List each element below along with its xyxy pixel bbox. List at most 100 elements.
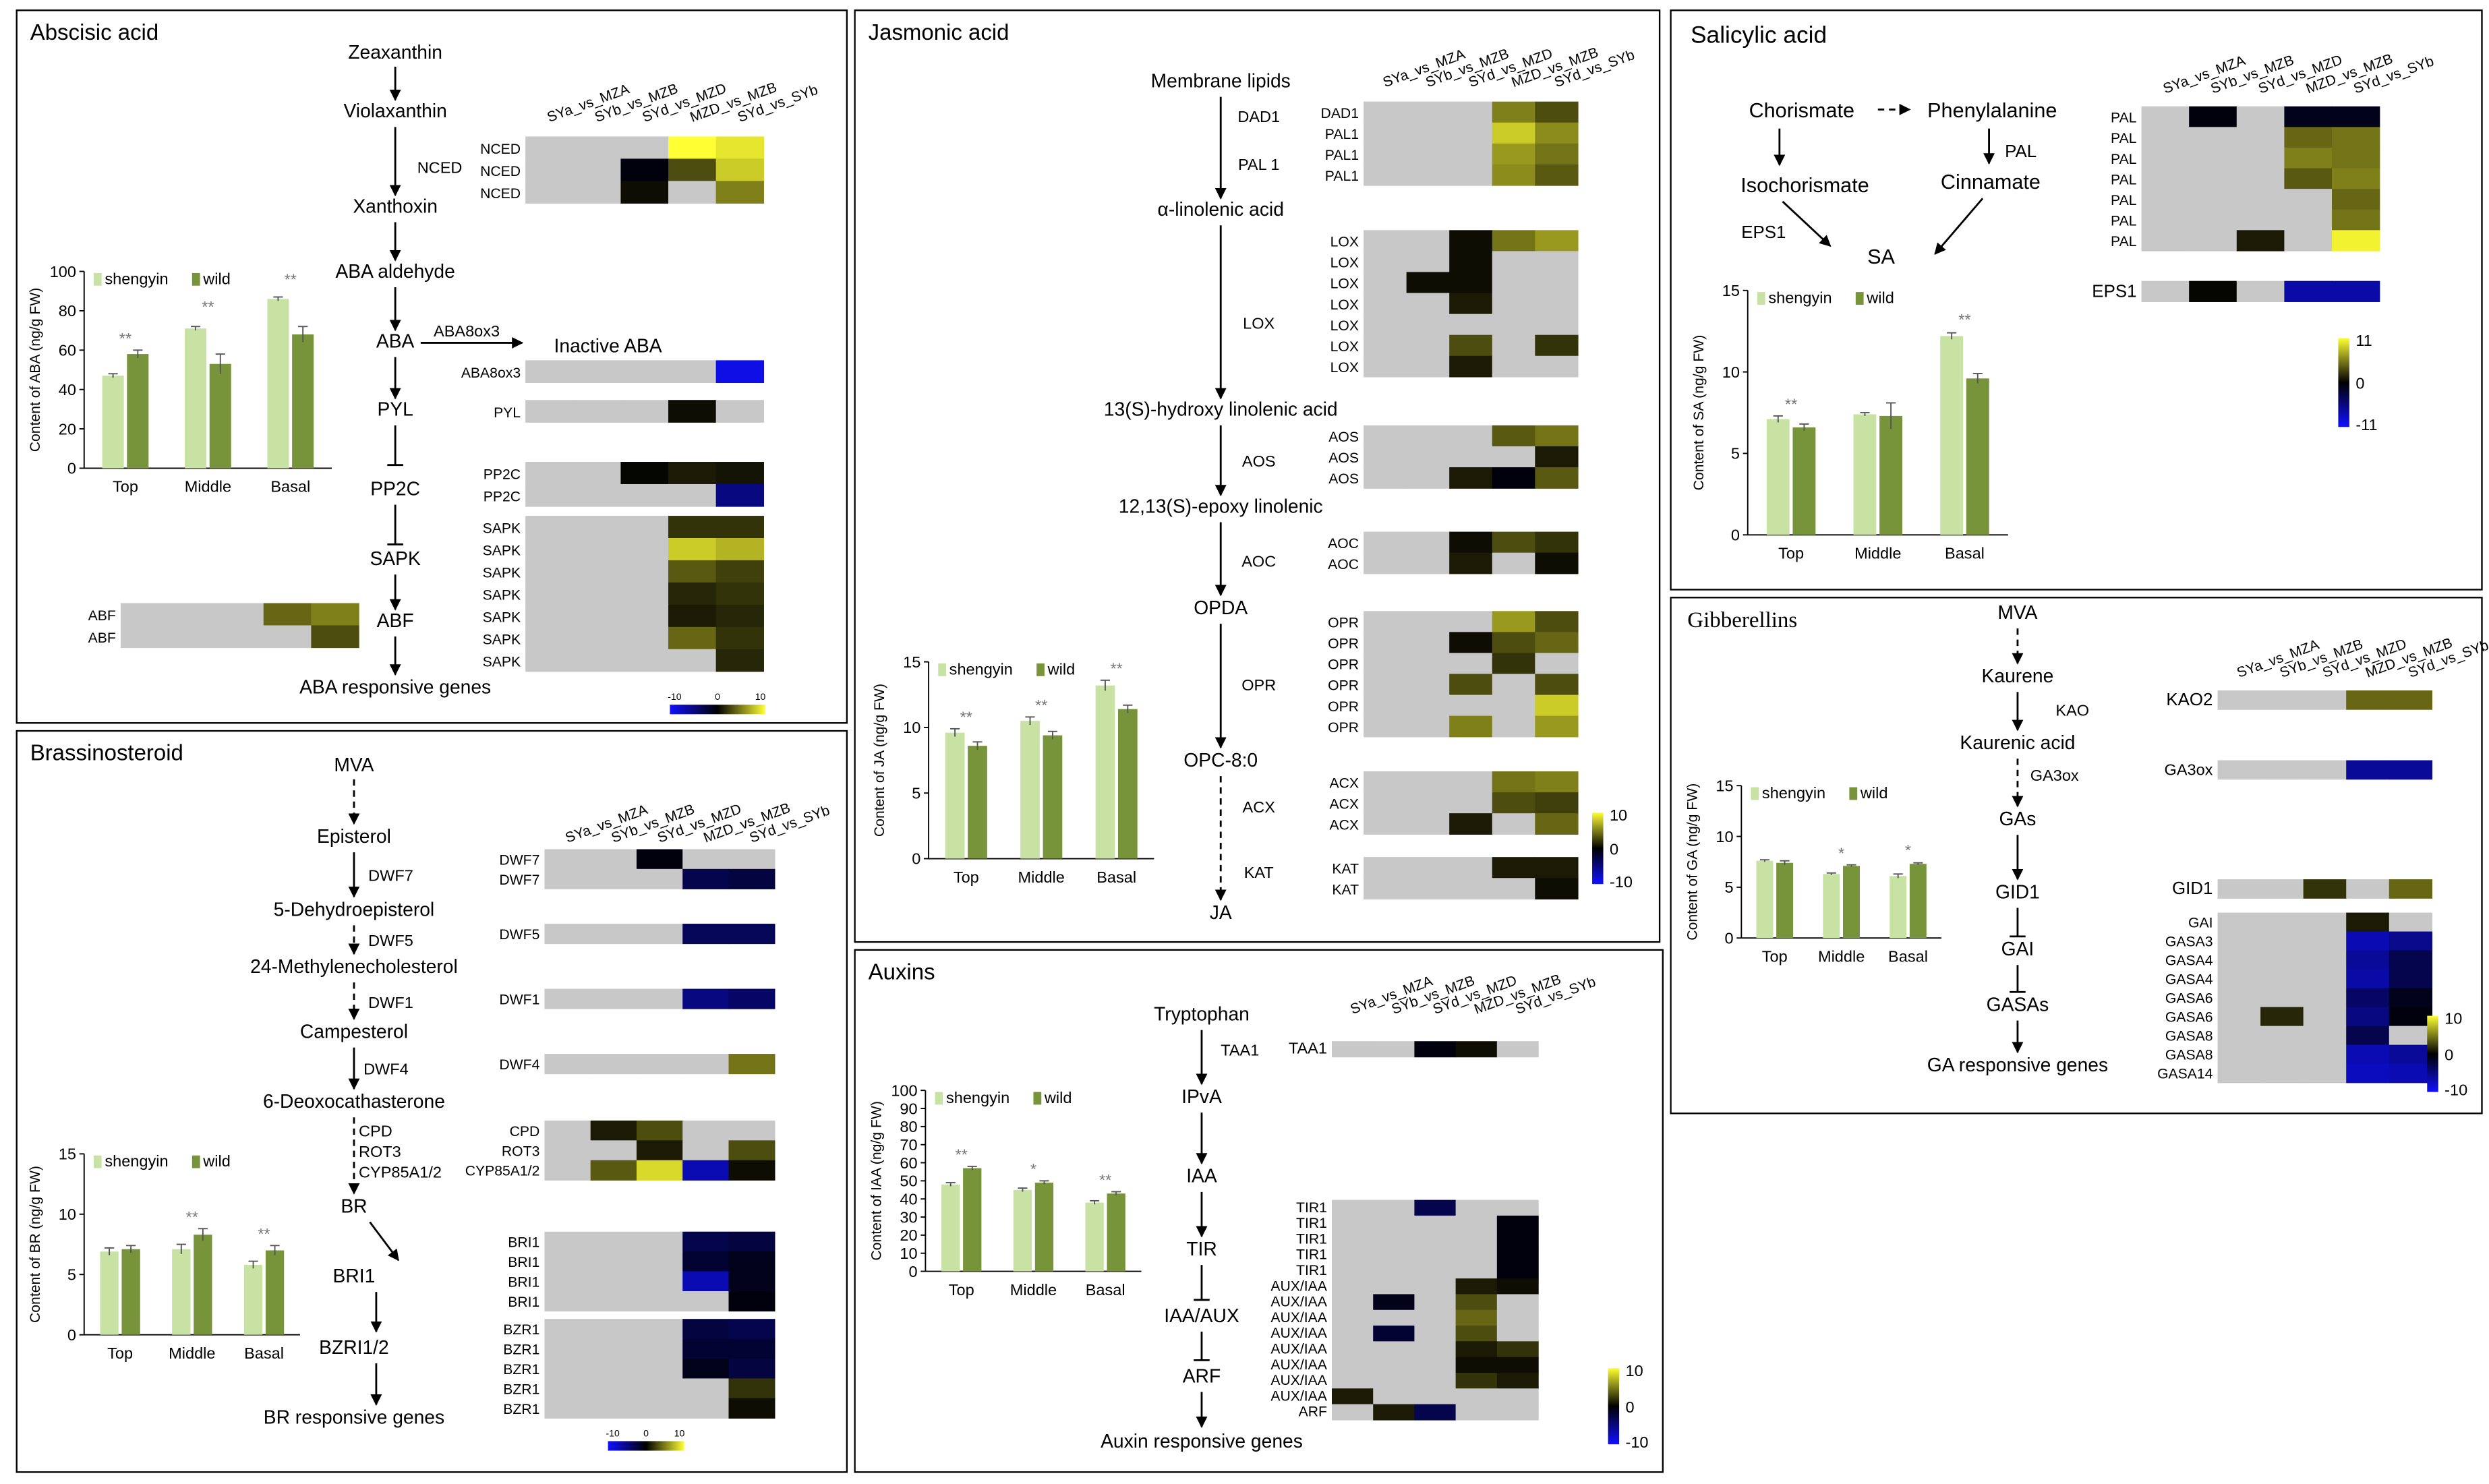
heatmap-cell <box>1455 1041 1498 1058</box>
heatmap-cell <box>2303 1063 2347 1084</box>
heatmap-row-label: LOX <box>1330 235 1359 250</box>
panel-title: Jasmonic acid <box>868 19 1009 44</box>
bar <box>1776 862 1794 939</box>
heatmap-cell <box>573 483 622 507</box>
heatmap-cell <box>1455 1199 1498 1216</box>
heatmap-row-label: LOX <box>1330 360 1359 376</box>
x-tick-label: Top <box>107 1344 133 1362</box>
heatmap-cell <box>728 1398 775 1419</box>
heatmap-row-label: BZR1 <box>503 1382 539 1397</box>
heatmap-cell <box>525 560 574 583</box>
heatmap-cell <box>1496 1341 1539 1358</box>
heatmap-row-label: AUX/IAA <box>1270 1357 1327 1373</box>
x-tick-label: Basal <box>1888 948 1928 966</box>
significance-mark: ** <box>202 298 214 316</box>
colorbar-max: 10 <box>1625 1362 1643 1379</box>
heatmap-row-label: BZR1 <box>503 1342 539 1358</box>
heatmap-row-label: TIR1 <box>1296 1247 1327 1263</box>
pathway-node: Kaurenic acid <box>1960 732 2075 753</box>
heatmap-cell <box>1455 1357 1498 1373</box>
heatmap-block: ABA8ox3 <box>461 360 764 384</box>
heatmap-cell <box>715 360 764 384</box>
heatmap-row-label: OPR <box>1328 616 1359 631</box>
heatmap-row-label: PP2C <box>484 489 521 505</box>
y-tick-label: 15 <box>1722 282 1740 299</box>
heatmap-cell <box>668 136 717 160</box>
heatmap-row-label: OPR <box>1328 636 1359 652</box>
heatmap-cell <box>1496 1357 1539 1373</box>
pathway-node: BRI1 <box>333 1265 376 1286</box>
heatmap-row-label: PAL1 <box>1325 148 1359 163</box>
heatmap-cell <box>590 1290 637 1312</box>
heatmap-cell <box>1364 467 1407 489</box>
heatmap-cell <box>2236 230 2285 251</box>
heatmap-cell <box>544 1140 591 1161</box>
pathway-node: MVA <box>334 754 374 775</box>
heatmap-row-label: OPR <box>1328 699 1359 715</box>
heatmap-row-label: GASA8 <box>2165 1028 2213 1044</box>
heatmap-cell <box>2260 1044 2304 1065</box>
heatmap-cell <box>1364 314 1407 336</box>
heatmap-cell <box>1496 1231 1539 1248</box>
heatmap-cell <box>620 360 669 384</box>
bar-chart: 0 5 10 15 Content of GA (ng/g FW) Top Middle * B… <box>1685 777 1941 966</box>
heatmap-row-label: AUX/IAA <box>1270 1342 1327 1357</box>
heatmap-cell <box>1364 425 1407 447</box>
heatmap-cell <box>1535 674 1579 696</box>
heatmap-row-label: CYP85A1/2 <box>465 1164 540 1179</box>
heatmap-cell <box>2217 988 2261 1008</box>
heatmap-row-label: AUX/IAA <box>1270 1373 1327 1388</box>
heatmap-cell <box>544 1398 591 1419</box>
heatmap-cell <box>573 462 622 485</box>
heatmap-cell <box>1449 694 1493 717</box>
heatmap-row-label: OPR <box>1328 678 1359 694</box>
heatmap-cell <box>2189 127 2237 148</box>
significance-mark: * <box>1030 1160 1036 1178</box>
heatmap-cell <box>1414 1278 1457 1295</box>
heatmap-cell <box>2284 168 2333 189</box>
heatmap-cell <box>1414 1199 1457 1216</box>
heatmap-cell <box>1496 1041 1539 1058</box>
heatmap-cell <box>2189 106 2237 128</box>
heatmap-cell <box>2389 879 2433 899</box>
heatmap-cell <box>728 1378 775 1399</box>
heatmap-cell <box>1449 715 1493 738</box>
heatmap-block: DWF5 <box>499 924 775 945</box>
bar <box>963 1168 982 1272</box>
heatmap-cell <box>1455 1294 1498 1311</box>
heatmap-cell <box>1373 1199 1415 1216</box>
heatmap-cell <box>525 136 574 160</box>
panel-gibberellins: Gibberellins MVA Kaurene Kaurenic acid GAs G… <box>1670 597 2489 1115</box>
heatmap-block: GID1 <box>2172 879 2433 899</box>
heatmap-cell <box>2332 189 2380 210</box>
heatmap-cell <box>2236 106 2285 128</box>
x-tick-label: Basal <box>270 478 310 496</box>
heatmap-cell <box>1449 771 1493 793</box>
heatmap-cell <box>2303 912 2347 932</box>
heatmap-cell <box>636 924 683 945</box>
heatmap-cell <box>1496 1388 1539 1405</box>
heatmap-block: ABF ABF <box>88 603 359 649</box>
heatmap-cell <box>1332 1215 1374 1232</box>
pathway-arrow <box>369 1221 399 1262</box>
heatmap-cell <box>1496 1404 1539 1421</box>
heatmap-cell <box>682 1054 730 1075</box>
heatmap-row-label: KAO2 <box>2166 690 2213 709</box>
legend-swatch <box>1757 292 1765 305</box>
heatmap-cell <box>1449 531 1493 554</box>
heatmap-cell <box>728 924 775 945</box>
heatmap-cell <box>1449 272 1493 294</box>
heatmap-cell <box>1535 446 1579 468</box>
heatmap-cell <box>1492 164 1536 186</box>
heatmap-cell <box>1364 857 1407 879</box>
bar <box>292 334 314 469</box>
heatmap-cell <box>544 1054 591 1075</box>
y-axis-label: Content of JA (ng/g FW) <box>872 684 887 837</box>
heatmap-cell <box>1492 611 1536 633</box>
heatmap-row-label: DWF1 <box>499 992 539 1007</box>
colorbar-max: 10 <box>755 691 766 702</box>
heatmap-cell <box>1364 632 1407 654</box>
heatmap-cell <box>1364 334 1407 357</box>
colorbar-min: -10 <box>606 1427 620 1438</box>
